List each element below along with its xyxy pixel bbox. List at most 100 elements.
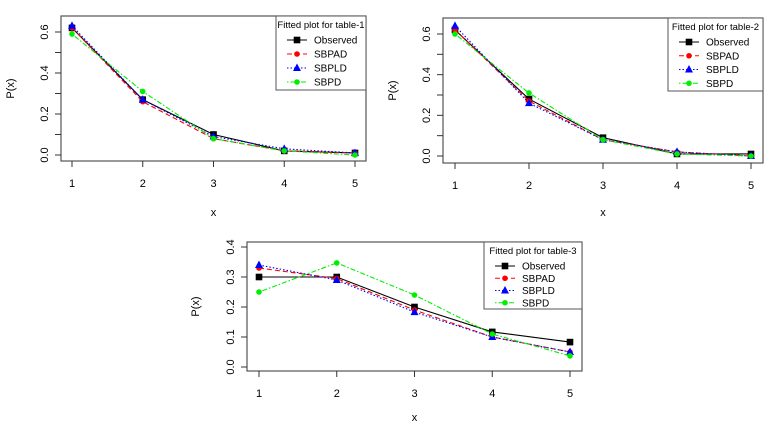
x-tick-label: 1	[452, 180, 458, 192]
y-tick-label: 0.4	[421, 67, 433, 82]
data-point-sbpd	[333, 260, 340, 266]
legend-marker	[293, 36, 301, 44]
y-tick-label: 0.2	[421, 108, 433, 123]
legend: Fitted plot for table-3 ObservedSBPADSBPL…	[483, 241, 583, 310]
data-point-sbpd	[489, 331, 496, 337]
legend-marker	[686, 80, 692, 87]
y-axis-label: P(x)	[5, 78, 17, 98]
x-tick-label: 4	[489, 388, 495, 400]
data-point-sbpld	[525, 98, 533, 107]
series-line-sbpd	[258, 262, 571, 357]
x-tick-label: 1	[256, 388, 262, 400]
legend-label: SBPAD	[706, 51, 739, 62]
x-axis-label: x	[412, 412, 418, 424]
y-tick-label: 0.0	[225, 359, 237, 374]
data-point-sbpd	[256, 289, 262, 295]
data-point-sbpd	[139, 88, 146, 95]
legend-label: Observed	[314, 36, 357, 47]
data-point-sbpd	[674, 151, 680, 157]
legend-box	[275, 15, 367, 91]
legend-label: Observed	[522, 262, 565, 273]
legend: Fitted plot for table-2 Observed SBPAD SBPL…	[667, 17, 764, 92]
legend-label: SBPLD	[706, 65, 739, 76]
x-tick-label: 3	[210, 178, 216, 190]
legend-label: SBPLD	[314, 64, 347, 75]
data-point-sbpld	[68, 21, 76, 29]
chart-3: 1 2 3 4 5 0.0 0.1 0.2 0.3 0.4 x P(x) Fitted plot for…	[190, 239, 583, 424]
legend-marker	[501, 286, 509, 294]
legend-title: Fitted plot for table-2	[672, 22, 759, 33]
data-point-sbpd	[411, 292, 418, 298]
legend-title: Fitted plot for table-3	[489, 246, 576, 257]
y-tick-label: 0.6	[421, 26, 433, 41]
x-tick-label: 3	[600, 180, 606, 192]
series-sbpd	[256, 260, 573, 359]
x-tick-label: 1	[69, 178, 75, 190]
data-point-sbpd	[748, 153, 754, 159]
x-tick-label: 5	[352, 178, 358, 190]
legend-marker	[294, 79, 300, 85]
y-tick-label: 0.4	[225, 239, 237, 254]
x-tick-label: 2	[140, 178, 146, 190]
data-point-sbpld	[332, 275, 341, 283]
y-tick-label: 0.4	[39, 65, 51, 80]
legend-label: SBPD	[314, 78, 341, 89]
data-point-observed	[255, 273, 263, 281]
y-tick-label: 0.1	[225, 329, 237, 344]
x-tick-label: 5	[567, 388, 573, 400]
legend-label: SBPAD	[522, 274, 555, 285]
data-point-sbpd	[567, 353, 573, 359]
series-sbpld	[255, 260, 574, 355]
legend-label: SBPAD	[314, 50, 347, 61]
data-point-sbpld	[451, 21, 459, 29]
x-tick-label: 4	[674, 180, 680, 192]
legend-marker	[502, 299, 508, 306]
x-axis-label: x	[211, 207, 217, 219]
legend-marker	[293, 63, 301, 71]
legend-box	[483, 241, 583, 310]
legend-box	[667, 17, 764, 92]
data-point-sbpd	[69, 31, 75, 37]
legend-marker	[501, 262, 509, 270]
chart-1: 1 2 3 4 5 0.0 0.2 0.4 0.6 x P(x) Fitted plot for ta…	[5, 15, 367, 219]
legend-marker	[685, 65, 693, 73]
series-sbpd	[69, 31, 358, 158]
data-point-sbpld	[138, 95, 147, 103]
data-point-sbpd	[281, 148, 288, 154]
data-point-sbpd	[210, 135, 217, 142]
data-point-sbpld	[566, 347, 574, 355]
x-tick-label: 4	[281, 178, 287, 190]
data-point-observed	[566, 338, 574, 346]
legend-title: Fitted plot for table-1	[277, 20, 364, 31]
series-sbpd	[452, 31, 754, 159]
legend: Fitted plot for table-1 Observed SBPAD SBPL…	[275, 15, 367, 91]
y-tick-label: 0.3	[225, 269, 237, 284]
x-axis-label: x	[600, 207, 606, 219]
y-tick-label: 0.2	[39, 106, 51, 121]
x-tick-label: 3	[411, 388, 417, 400]
legend-label: SBPLD	[522, 286, 555, 297]
y-axis-label: P(x)	[387, 80, 399, 100]
data-point-sbpld	[410, 307, 419, 316]
y-axis-label: P(x)	[190, 296, 202, 316]
data-point-sbpd	[452, 31, 458, 37]
y-tick-label: 0.6	[39, 24, 51, 39]
x-tick-label: 2	[334, 388, 340, 400]
y-tick-label: 0.0	[39, 147, 51, 162]
legend-label: Observed	[706, 38, 749, 49]
legend-marker	[294, 51, 300, 57]
legend-label: SBPD	[706, 79, 733, 90]
data-point-sbpd	[352, 152, 358, 158]
series-line-sbpld	[258, 264, 571, 353]
x-tick-label: 2	[526, 180, 532, 192]
y-tick-label: 0.0	[421, 148, 433, 163]
x-tick-label: 5	[748, 180, 754, 192]
data-point-sbpd	[526, 90, 532, 96]
legend-marker	[685, 38, 693, 46]
series-line-sbpad	[71, 27, 356, 154]
y-tick-label: 0.2	[225, 299, 237, 314]
data-point-sbpd	[600, 136, 606, 143]
chart-2: 1 2 3 4 5 0.0 0.2 0.4 0.6 x P(x) Fitted plot for ta…	[387, 17, 764, 219]
legend-marker	[502, 275, 508, 282]
